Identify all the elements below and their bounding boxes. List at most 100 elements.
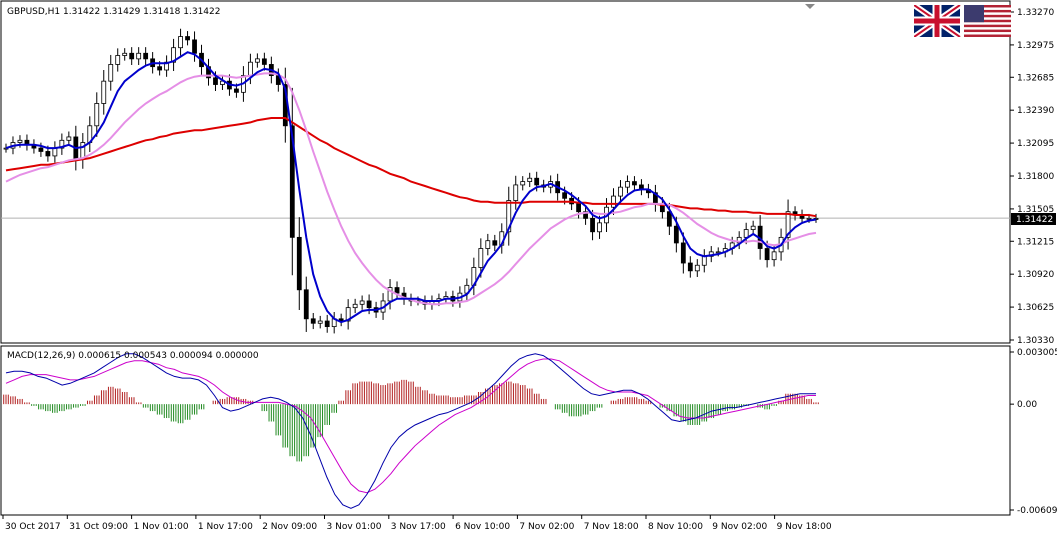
price-tick-label: 1.32685 [1017, 73, 1054, 83]
candle-body [625, 181, 630, 188]
candle [185, 31, 190, 46]
candle [192, 31, 197, 62]
candle [101, 70, 107, 115]
candle-body [485, 240, 491, 249]
candle [506, 186, 512, 246]
candle-body [136, 52, 142, 60]
candle-body [806, 217, 812, 220]
candle-body [618, 186, 623, 197]
candle-body [666, 211, 672, 227]
candle-body [296, 236, 302, 291]
candle [492, 234, 498, 251]
time-tick-label: 7 Nov 18:00 [584, 522, 639, 532]
time-tick-label: 9 Nov 18:00 [777, 522, 832, 532]
candle [625, 175, 630, 194]
candle [261, 52, 267, 71]
candle [632, 176, 637, 191]
candle [317, 315, 323, 329]
candle-body [513, 184, 519, 201]
mid-ma-line [5, 72, 817, 306]
candle-body [115, 55, 121, 65]
candle-body [478, 248, 484, 268]
candle-body [687, 262, 693, 272]
price-tick-label: 1.30330 [1017, 336, 1054, 346]
candle-body [213, 77, 218, 85]
candle-body [583, 211, 588, 219]
candle-body [59, 139, 65, 149]
candle-body [673, 225, 679, 244]
candle-body [597, 222, 602, 233]
candle [597, 215, 602, 239]
candle-body [108, 64, 114, 82]
candle [94, 92, 100, 137]
macd-signal-line [5, 358, 816, 494]
candle-body [394, 287, 400, 294]
macd-tick-label: 0.003005 [1017, 348, 1057, 358]
candle-body [185, 36, 190, 41]
macd-main-line [5, 353, 816, 509]
candle [750, 220, 756, 236]
price-panel-frame [0, 0, 1011, 344]
candle-body [345, 307, 351, 322]
candle-body [506, 200, 512, 233]
candle [345, 299, 351, 330]
candle [143, 47, 149, 65]
candle-body [764, 248, 770, 261]
candle [694, 259, 700, 277]
candle-body [576, 203, 581, 213]
macd-tick-label: -0.006099 [1017, 506, 1057, 516]
candle-body [94, 103, 100, 127]
time-tick-label: 8 Nov 10:00 [648, 522, 703, 532]
candle [254, 53, 260, 68]
candle [527, 172, 533, 188]
candle-body [750, 225, 756, 230]
candle-body [743, 229, 749, 238]
candle-body [261, 58, 267, 65]
candle-body [234, 88, 239, 93]
candle-body [178, 36, 183, 49]
candle-body [694, 264, 700, 272]
candle [387, 279, 393, 310]
candle [520, 176, 526, 191]
candle-body [157, 66, 163, 71]
candle-body [352, 303, 358, 309]
us-flag-icon [964, 5, 1011, 37]
price-tick-label: 1.30625 [1017, 303, 1054, 313]
candle-body [534, 177, 540, 186]
candle-body [785, 211, 791, 238]
candle-body [324, 320, 330, 328]
candle-body [3, 147, 9, 150]
scroll-marker-icon[interactable] [805, 4, 815, 9]
price-tick-label: 1.31800 [1017, 172, 1054, 182]
price-tick-label: 1.31215 [1017, 237, 1054, 247]
time-tick-label: 31 Oct 09:00 [69, 522, 128, 532]
uk-flag-icon [912, 2, 962, 40]
candle [324, 314, 330, 333]
candle-body [143, 52, 149, 60]
candle-body [310, 318, 316, 324]
candle-body [303, 289, 309, 320]
time-tick-label: 30 Oct 2017 [5, 522, 61, 532]
time-tick-label: 3 Nov 01:00 [327, 522, 382, 532]
candle [122, 48, 128, 61]
candle [296, 217, 302, 310]
candle-body [317, 320, 323, 324]
candle-body [129, 52, 135, 60]
candle [66, 131, 72, 146]
currency-flags [912, 2, 1011, 40]
candle-body [359, 300, 365, 305]
axis-layer: 1.33270 1.32975 1.32685 1.32390 1.32095 1.318… [2, 8, 1057, 532]
candle-body [38, 147, 44, 152]
candle-body [66, 136, 72, 141]
candle [289, 87, 295, 276]
candle [583, 205, 588, 225]
candle-body [101, 80, 107, 104]
time-tick-label: 1 Nov 01:00 [134, 522, 189, 532]
candle-body [289, 125, 295, 238]
candle-body [611, 195, 616, 208]
price-tick-label: 1.30920 [1017, 270, 1054, 280]
candle-body [715, 251, 721, 254]
candle [59, 133, 65, 155]
